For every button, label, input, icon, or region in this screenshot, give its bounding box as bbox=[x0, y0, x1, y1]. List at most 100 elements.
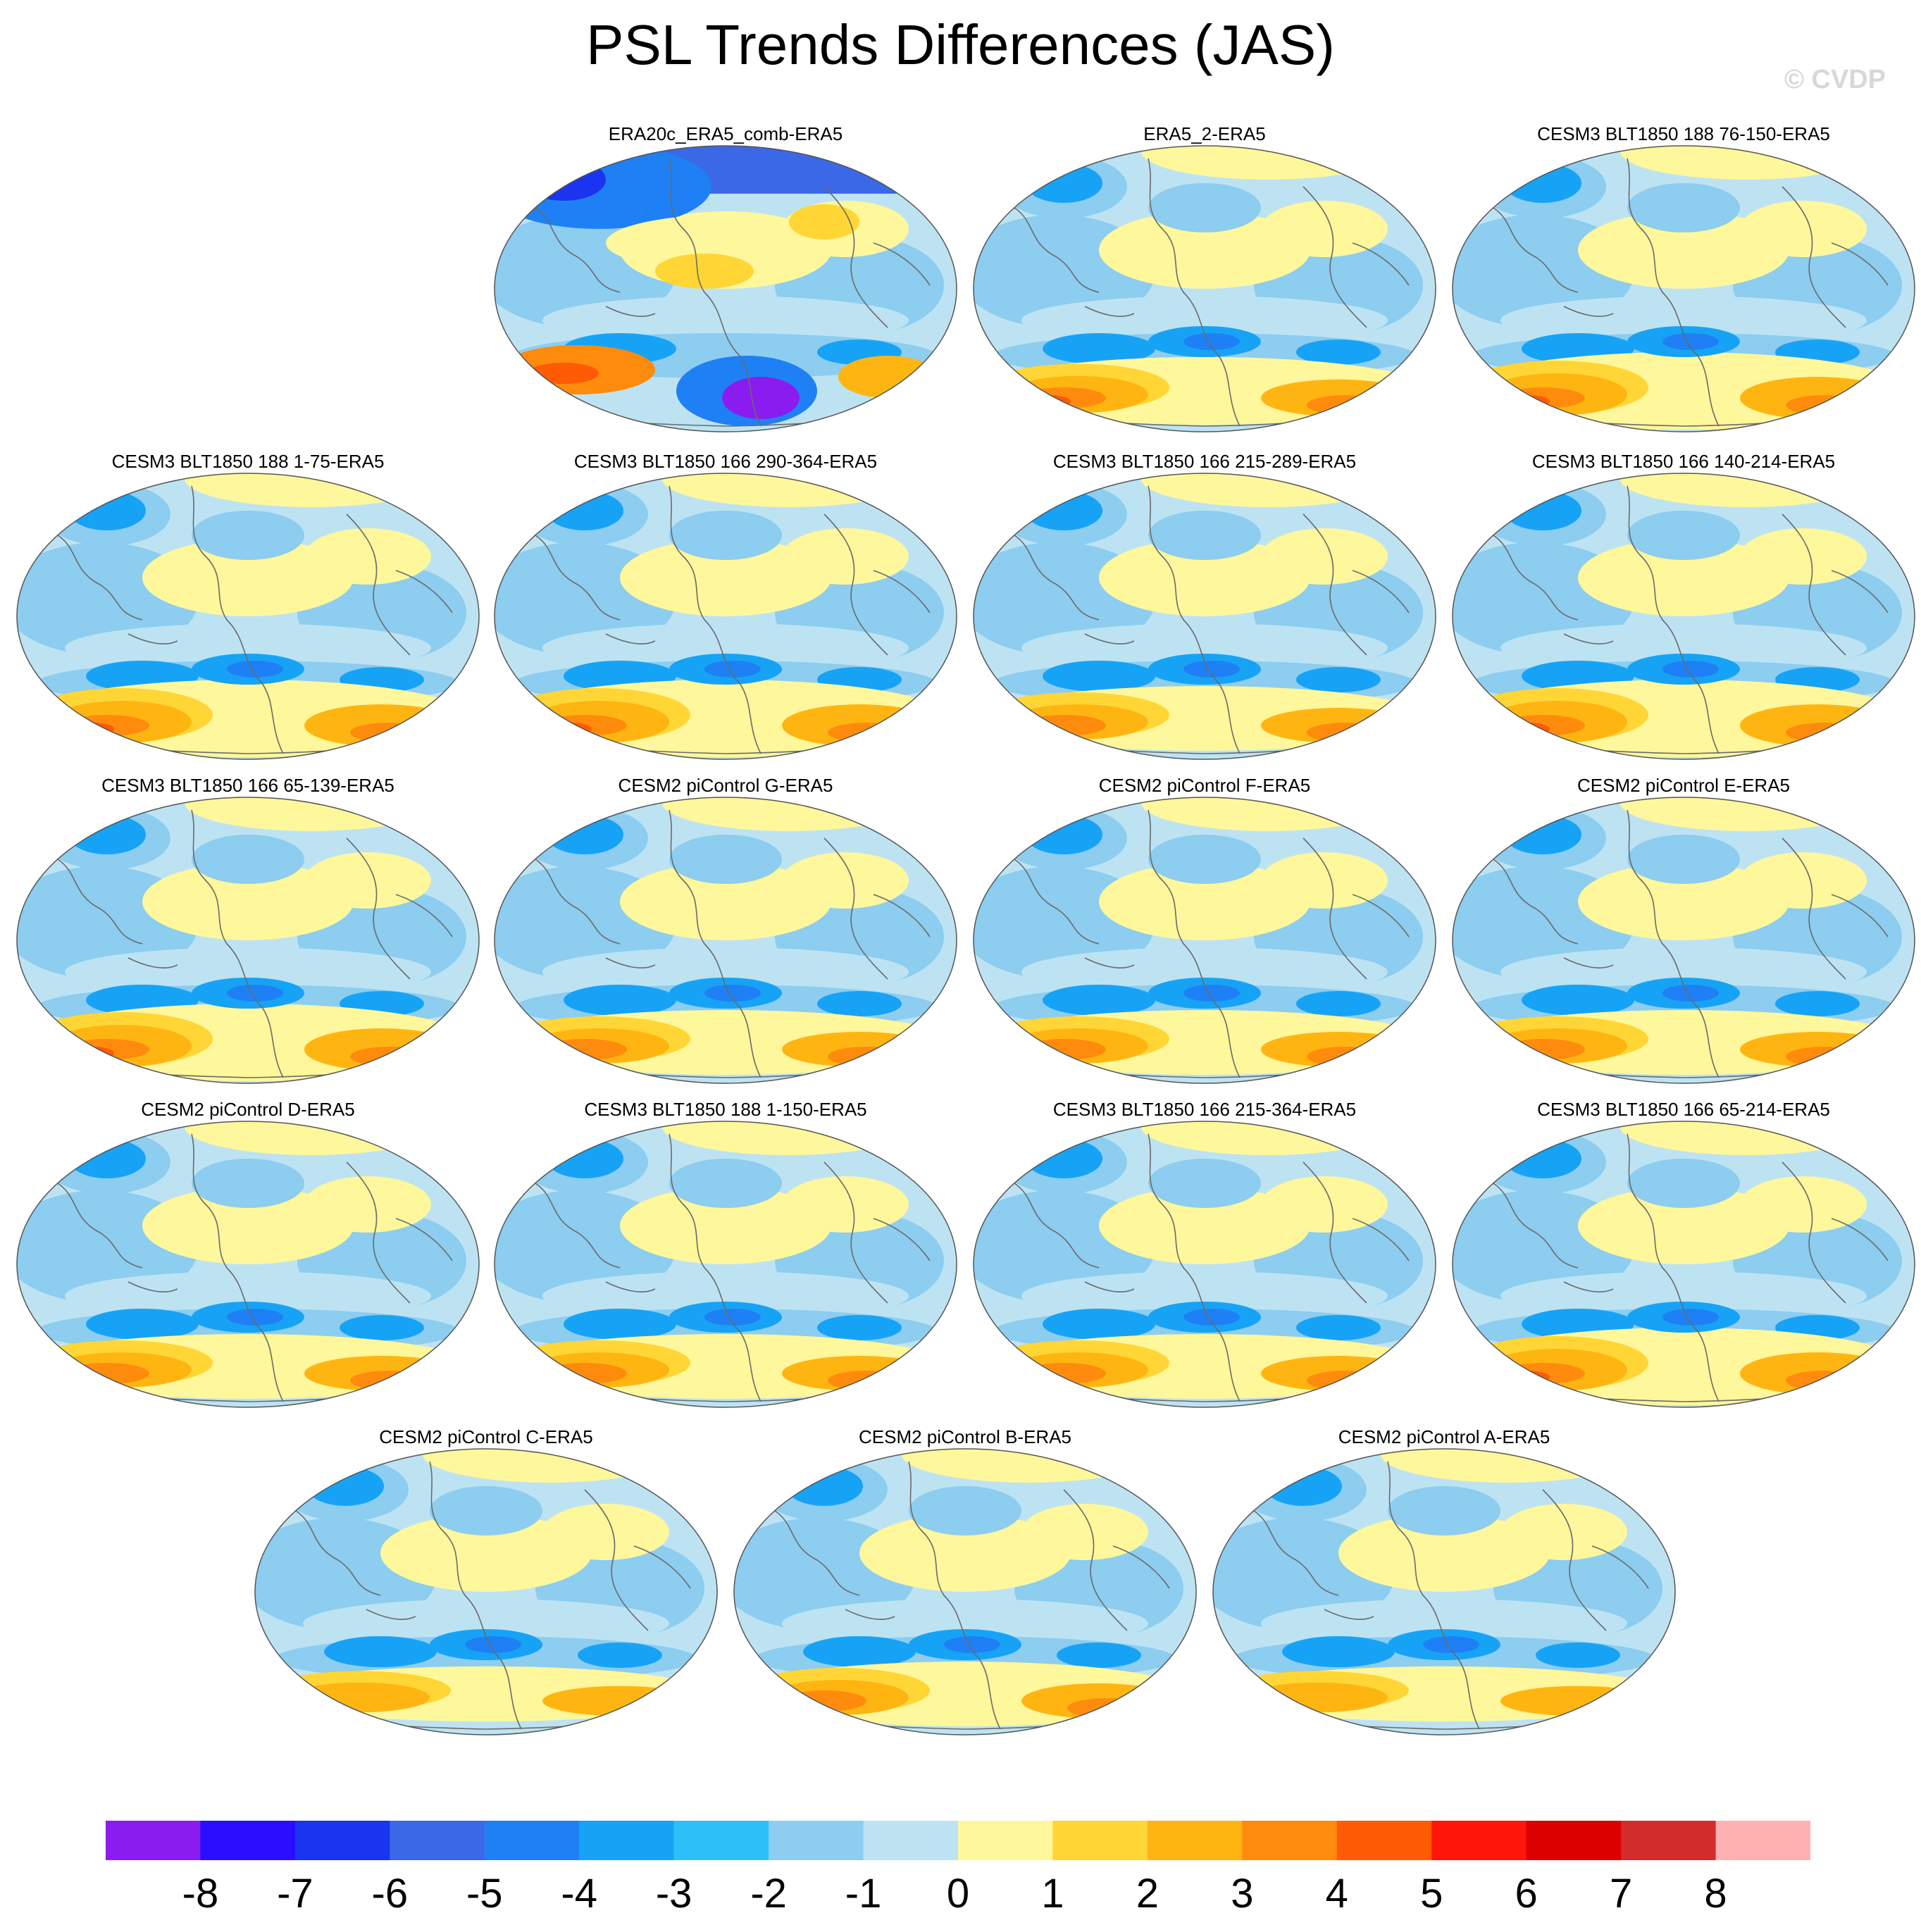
positive-anomaly bbox=[1021, 1039, 1106, 1060]
coastline bbox=[57, 1183, 143, 1269]
coastline bbox=[605, 633, 656, 644]
blue-anomaly bbox=[1662, 333, 1719, 350]
blue-anomaly bbox=[1504, 1139, 1581, 1178]
coastline bbox=[429, 1461, 522, 1730]
positive-anomaly bbox=[142, 539, 354, 616]
coastline bbox=[366, 1609, 416, 1620]
map-panel: CESM2 piControl E-ERA5 bbox=[1444, 775, 1921, 1099]
panel-title: CESM2 piControl G-ERA5 bbox=[618, 775, 833, 796]
coastline bbox=[669, 809, 761, 1078]
blue-anomaly bbox=[1388, 1486, 1500, 1535]
coastline bbox=[1493, 1183, 1579, 1269]
positive-anomaly bbox=[350, 1371, 428, 1390]
map-outline bbox=[1452, 797, 1915, 1084]
coastline bbox=[1563, 633, 1614, 644]
coastline bbox=[1831, 1218, 1889, 1261]
positive-anomaly bbox=[1740, 852, 1867, 909]
positive-anomaly bbox=[142, 863, 354, 940]
colorbar-tick-label: -1 bbox=[845, 1871, 882, 1917]
colorbar-tick-label: 2 bbox=[1136, 1871, 1160, 1917]
positive-anomaly bbox=[1099, 539, 1310, 616]
watermark: © CVDP bbox=[1784, 65, 1886, 94]
colorbar-swatch bbox=[1147, 1821, 1243, 1860]
blue-anomaly bbox=[1043, 985, 1155, 1016]
positive-anomaly bbox=[1307, 1371, 1384, 1390]
coastline bbox=[1493, 859, 1579, 945]
positive-anomaly bbox=[1740, 528, 1867, 585]
coastline bbox=[191, 485, 284, 754]
positive-anomaly bbox=[838, 356, 937, 398]
blue-anomaly bbox=[1504, 163, 1581, 203]
positive-anomaly bbox=[620, 539, 831, 616]
positive-anomaly bbox=[1786, 395, 1863, 415]
positive-anomaly bbox=[542, 1504, 669, 1560]
map-panel: CESM3 BLT1850 166 140-214-ERA5 bbox=[1444, 451, 1921, 775]
positive-anomaly bbox=[1021, 715, 1106, 736]
positive-anomaly bbox=[350, 723, 428, 742]
blue-anomaly bbox=[1148, 511, 1261, 560]
map-panel: CESM3 BLT1850 166 65-139-ERA5 bbox=[8, 775, 487, 1099]
map-panel: ERA5_2-ERA5 bbox=[965, 123, 1444, 447]
blue-anomaly bbox=[324, 1636, 437, 1667]
map-outline bbox=[254, 1448, 718, 1735]
positive-anomaly bbox=[1338, 1514, 1550, 1592]
blue-anomaly bbox=[521, 158, 606, 201]
blue-anomaly bbox=[306, 1466, 384, 1506]
coastline bbox=[1352, 570, 1410, 613]
colorbar-swatch bbox=[579, 1821, 675, 1860]
positive-anomaly bbox=[1307, 723, 1384, 742]
positive-anomaly bbox=[789, 204, 859, 239]
positive-anomaly bbox=[859, 1514, 1071, 1592]
map-outline bbox=[494, 1121, 957, 1408]
map-svg bbox=[16, 1121, 480, 1408]
coastline bbox=[823, 837, 888, 980]
map-svg bbox=[1212, 1448, 1676, 1735]
coastline bbox=[346, 1161, 411, 1304]
map-field bbox=[17, 1121, 479, 1407]
map-svg bbox=[494, 797, 957, 1084]
colorbar-tick-label: 3 bbox=[1231, 1871, 1254, 1917]
positive-anomaly bbox=[72, 723, 114, 735]
positive-anomaly bbox=[380, 730, 419, 742]
map-outline bbox=[1452, 473, 1915, 760]
map-outline bbox=[494, 797, 957, 1084]
positive-anomaly bbox=[542, 1685, 697, 1716]
coastline bbox=[57, 859, 143, 945]
positive-anomaly bbox=[304, 852, 431, 909]
coastline bbox=[128, 957, 178, 968]
coastline bbox=[605, 957, 656, 968]
coastline bbox=[1084, 957, 1135, 968]
coastline bbox=[1782, 1161, 1846, 1304]
map-outline bbox=[16, 797, 480, 1084]
positive-anomaly bbox=[1021, 1363, 1106, 1384]
coastline bbox=[1563, 957, 1614, 968]
positive-anomaly bbox=[1507, 395, 1550, 408]
coastline bbox=[774, 1510, 860, 1596]
map-svg bbox=[494, 145, 957, 432]
map-outline bbox=[973, 1121, 1436, 1408]
coastline bbox=[1627, 485, 1720, 754]
coastline bbox=[669, 485, 761, 754]
map-panel: CESM3 BLT1850 166 215-289-ERA5 bbox=[965, 451, 1444, 775]
coastline bbox=[1782, 513, 1846, 656]
colorbar-tick-label: -6 bbox=[371, 1871, 409, 1917]
colorbar-swatch bbox=[958, 1821, 1053, 1860]
colorbar-tick-label: 0 bbox=[946, 1871, 970, 1917]
blue-anomaly bbox=[1662, 985, 1719, 1002]
positive-anomaly bbox=[1500, 1039, 1585, 1060]
positive-anomaly bbox=[1261, 528, 1388, 585]
positive-anomaly bbox=[828, 723, 905, 742]
positive-anomaly bbox=[828, 1371, 905, 1390]
map-outline bbox=[494, 473, 957, 760]
positive-anomaly bbox=[782, 852, 909, 909]
colorbar-swatch bbox=[200, 1821, 296, 1860]
colorbar-swatch bbox=[294, 1821, 390, 1860]
blue-anomaly bbox=[1627, 1159, 1740, 1208]
map-outline bbox=[733, 1448, 1197, 1735]
map-svg bbox=[733, 1448, 1197, 1735]
map-outline bbox=[973, 797, 1436, 1084]
coastline bbox=[1831, 570, 1889, 613]
positive-anomaly bbox=[304, 528, 431, 585]
coastline bbox=[1542, 1489, 1607, 1631]
blue-anomaly bbox=[1025, 815, 1102, 854]
